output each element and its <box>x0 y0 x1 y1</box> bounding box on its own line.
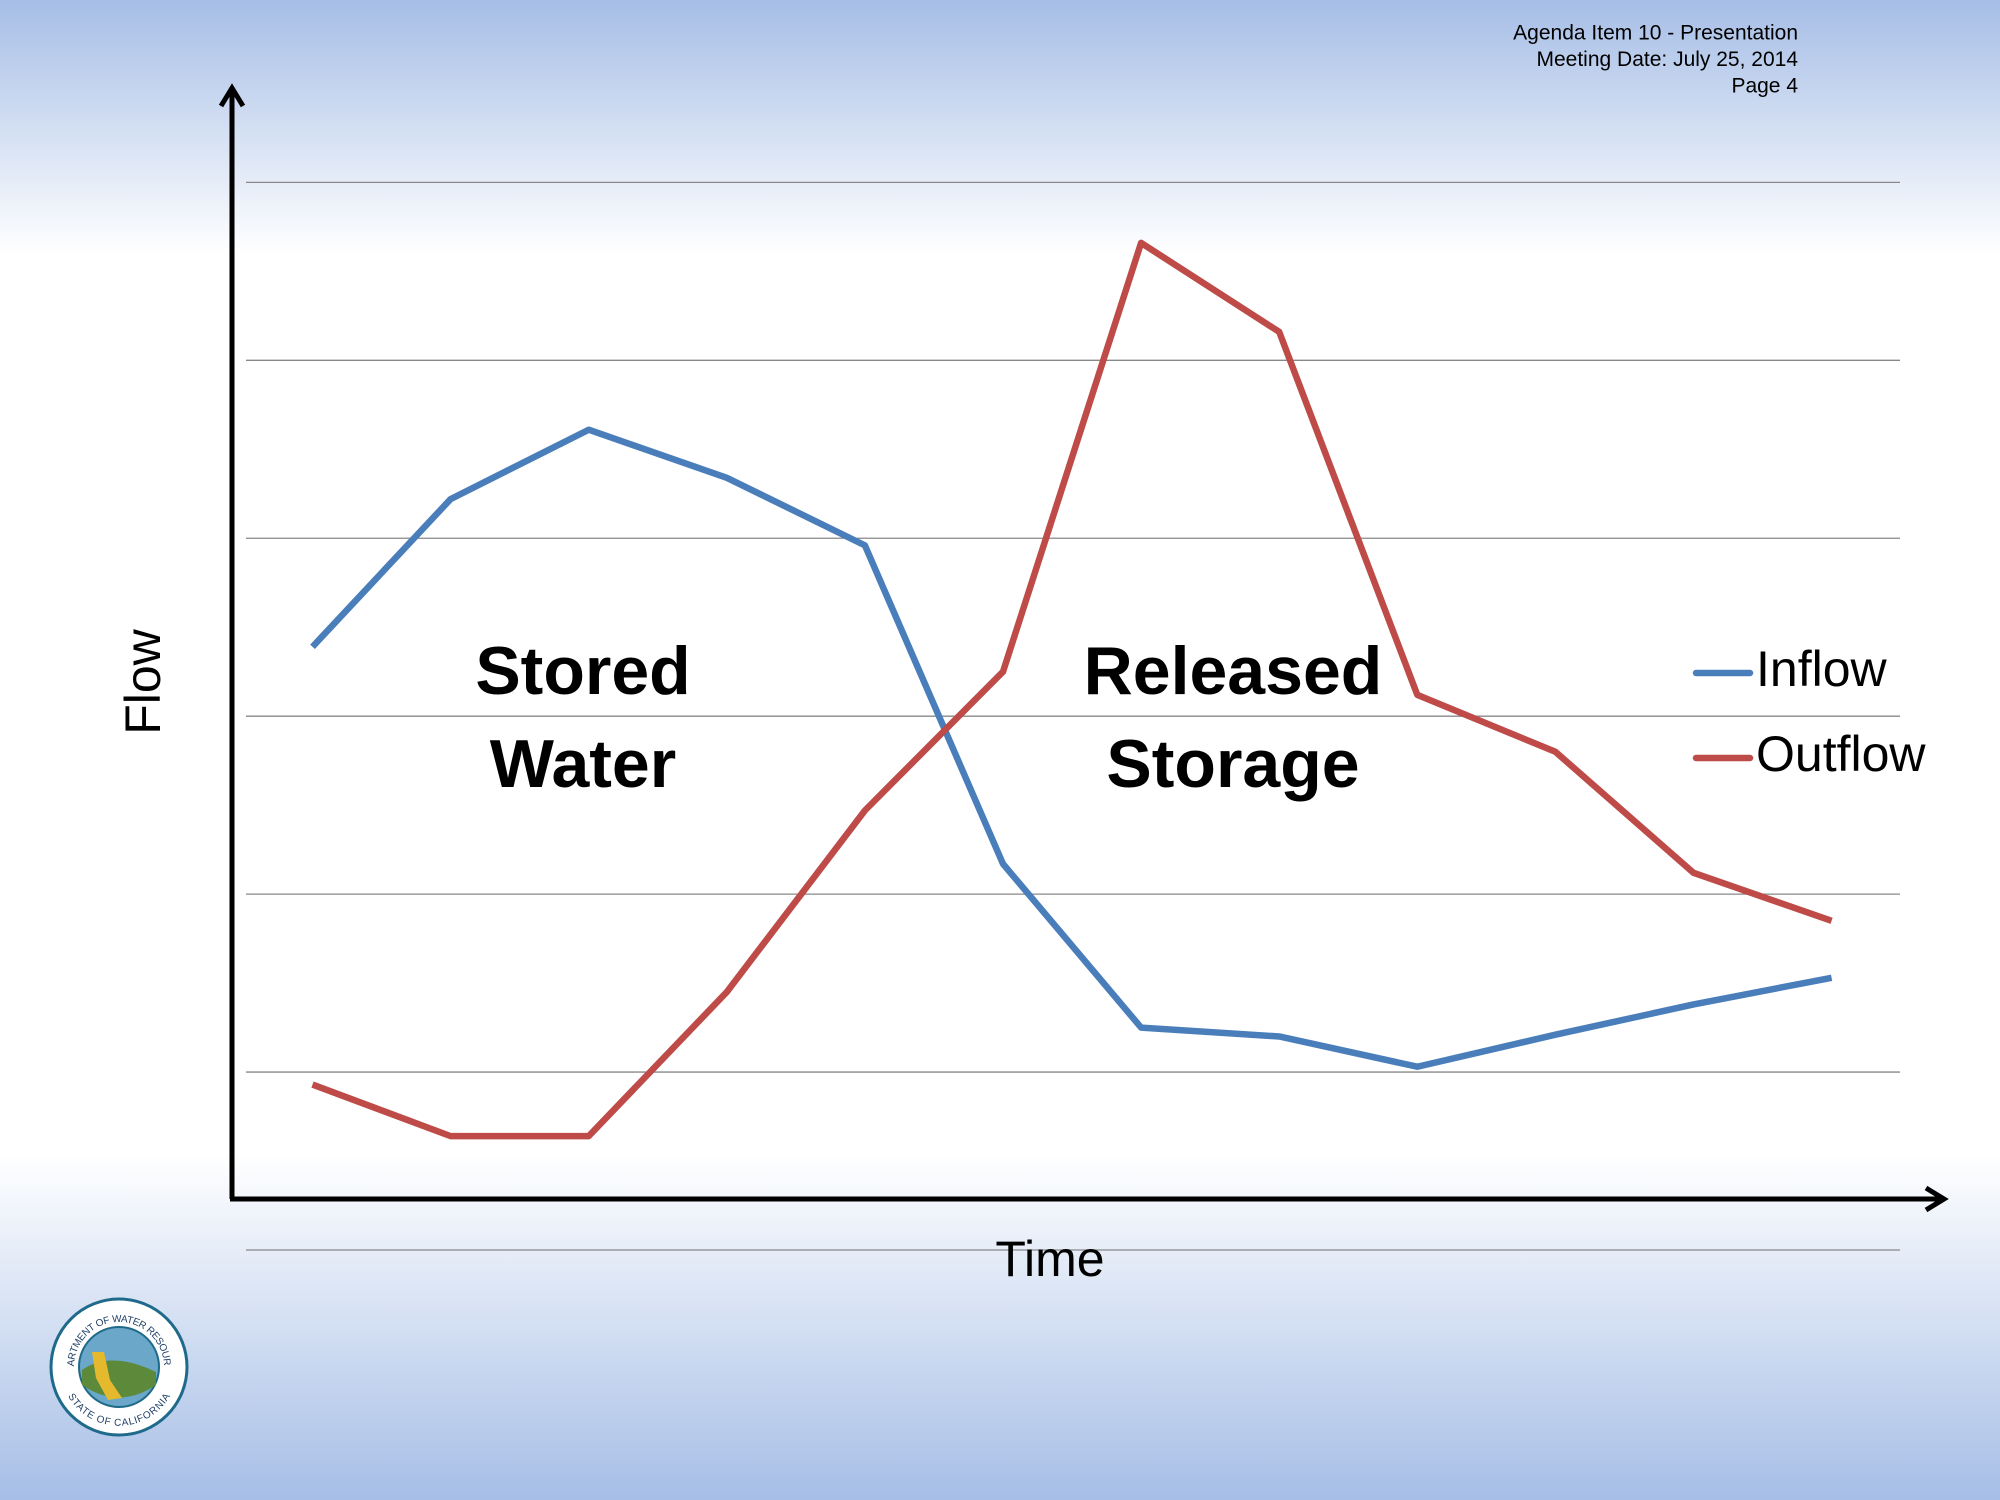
legend-label: Outflow <box>1756 726 1926 782</box>
plot: Inflow Outflow Stored Water Released Storage <box>310 239 1926 1140</box>
header-line: Agenda Item 10 - Presentation <box>1513 22 1798 45</box>
legend-label: Inflow <box>1756 641 1888 697</box>
x-axis-label: Time <box>995 1231 1104 1287</box>
grid <box>246 181 1900 1251</box>
header-line: Meeting Date: July 25, 2014 <box>1537 48 1799 71</box>
logo-state <box>92 1352 122 1400</box>
y-axis-label: Flow <box>115 628 171 734</box>
x-axis-arrow <box>1924 1185 1949 1213</box>
annotation: Stored <box>475 633 690 709</box>
y-axis-arrow <box>218 83 246 108</box>
axes <box>218 83 1949 1213</box>
series-line <box>311 239 1833 1140</box>
annotation: Released <box>1084 633 1383 709</box>
header: Agenda Item 10 - Presentation Meeting Dat… <box>1513 22 1798 98</box>
annotation: Storage <box>1106 726 1359 802</box>
header-line: Page 4 <box>1731 75 1798 98</box>
series-line <box>310 426 1833 1070</box>
annotation: Water <box>490 726 676 802</box>
